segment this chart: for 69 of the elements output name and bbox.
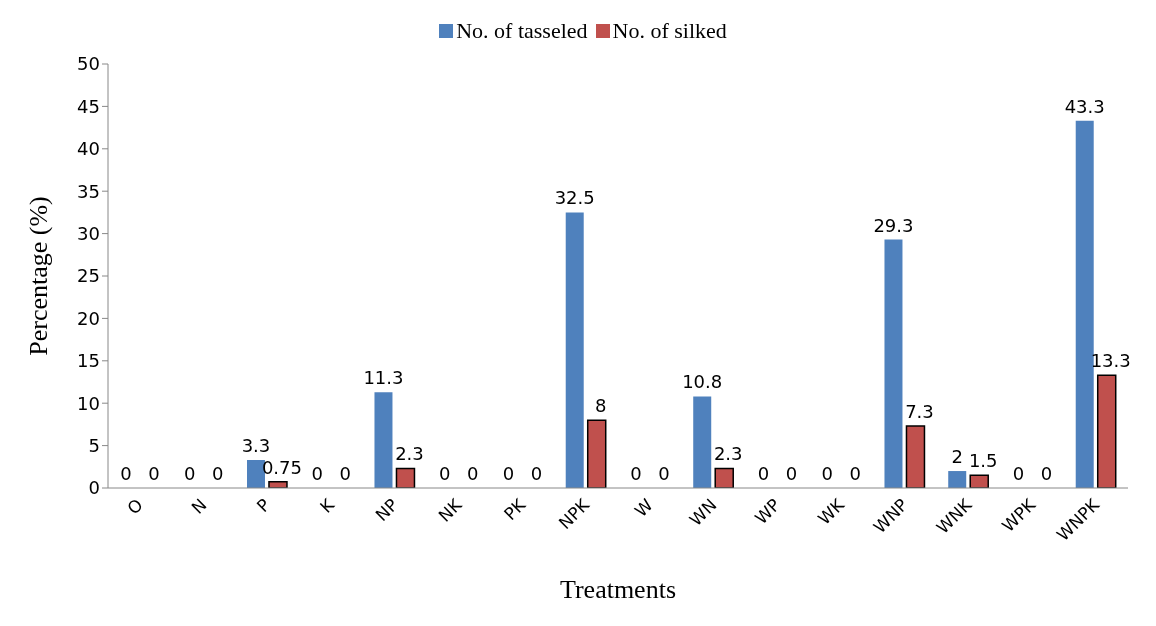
data-label: 7.3 [905, 401, 934, 423]
data-label: 0 [339, 463, 351, 484]
x-tick-label: WP [750, 494, 785, 528]
y-tick-label: 10 [77, 392, 100, 414]
y-tick-label: 25 [77, 265, 100, 287]
data-label: 0 [438, 463, 451, 484]
data-label: 0 [630, 463, 642, 484]
data-label: 43.3 [1064, 95, 1105, 117]
data-label: 2.3 [395, 443, 424, 465]
y-tick-label: 35 [77, 180, 100, 202]
bar [714, 467, 734, 488]
bar [905, 425, 926, 488]
data-label: 8 [595, 395, 607, 417]
data-label: 0 [757, 463, 770, 484]
bar [948, 471, 967, 488]
data-label: 11.3 [363, 367, 404, 389]
x-tick-label: PK [499, 494, 530, 524]
x-tick-label: K [315, 494, 339, 517]
y-tick-label: 45 [77, 95, 100, 117]
data-label: 2 [951, 446, 963, 468]
data-label: 0 [530, 463, 543, 484]
data-label: 0 [311, 463, 323, 484]
data-label: 0 [658, 463, 670, 484]
x-tick-label: WK [814, 494, 849, 529]
bar [969, 474, 989, 488]
x-tick-label: O [123, 494, 147, 519]
data-label: 0 [785, 463, 798, 484]
bar [884, 239, 903, 488]
data-label: 0 [466, 463, 479, 484]
data-label: 10.8 [682, 371, 723, 393]
x-tick-label: WN [685, 494, 721, 530]
bar [565, 212, 584, 488]
data-label: 0 [120, 463, 132, 484]
y-tick-label: 0 [88, 477, 100, 499]
data-label: 0 [148, 463, 160, 484]
data-label: 0 [1012, 463, 1025, 484]
y-tick-label: 40 [77, 138, 100, 160]
data-label: 32.5 [554, 187, 595, 209]
bar [246, 460, 265, 488]
y-axis-title: Percentage (%) [24, 196, 54, 356]
data-label: 29.3 [873, 214, 914, 236]
bar [586, 419, 607, 488]
data-label: 2.3 [713, 443, 743, 465]
x-tick-label: NK [434, 494, 467, 526]
bar [693, 396, 712, 488]
bar [374, 392, 393, 488]
data-label: 0 [502, 463, 515, 484]
data-label: 0 [821, 463, 833, 484]
bar [1075, 120, 1094, 488]
legend-label: No. of tasseled [456, 18, 588, 44]
data-label: 0 [211, 463, 224, 484]
x-tick-label: W [630, 494, 657, 521]
y-tick-label: 20 [77, 307, 100, 329]
data-label: 0 [849, 463, 861, 484]
y-tick-label: 5 [88, 434, 100, 456]
data-label: 0 [1040, 463, 1053, 484]
data-label: 0 [183, 463, 196, 484]
x-tick-label: P [252, 494, 275, 517]
bar [1096, 374, 1117, 488]
y-tick-label: 15 [77, 350, 100, 372]
data-label: 3.3 [241, 435, 271, 457]
legend-label: No. of silked [612, 18, 727, 44]
x-tick-label: N [187, 494, 211, 518]
y-tick-label: 50 [77, 53, 100, 75]
y-tick-label: 30 [77, 222, 100, 244]
x-axis-title: Treatments [559, 575, 677, 604]
data-label: 1.5 [968, 450, 998, 472]
x-tick-label: NP [371, 494, 402, 526]
bar [395, 467, 416, 488]
